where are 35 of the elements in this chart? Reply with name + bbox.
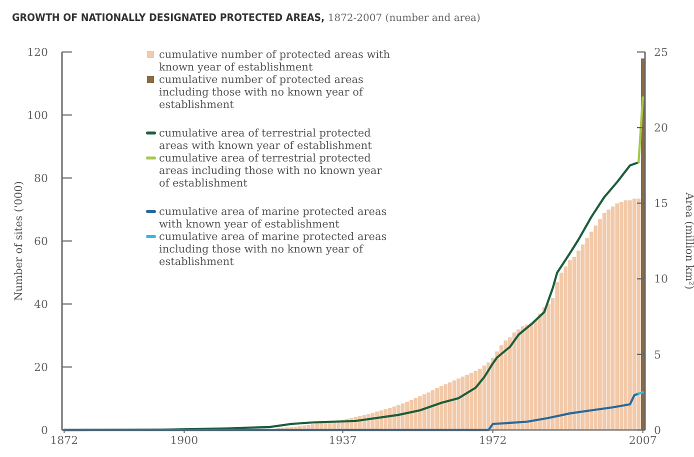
x-tick-label: 2007 (628, 434, 657, 447)
bar (524, 324, 530, 430)
bar (464, 374, 470, 430)
bar (456, 378, 461, 430)
bar (614, 203, 620, 430)
y-tick-label: 80 (34, 172, 48, 185)
line-series (63, 392, 640, 432)
bar (516, 329, 521, 430)
legend-label: cumulative area of terrestrial protected areas including those with no known year of establishment (159, 152, 383, 190)
chart-title: GROWTH OF NATIONALLY DESIGNATED PROTECTED AREAS, (12, 12, 325, 24)
x-tick-label: 1937 (328, 434, 357, 447)
chart-subtitle: 1872-2007 (number and area) (324, 13, 480, 24)
y-tick-label: 120 (27, 46, 48, 59)
legend-label: cumulative area of marine protected areas including those with no known year of establishment (159, 231, 387, 268)
y2-tick-label: 25 (654, 46, 668, 59)
y-tick-label: 60 (34, 234, 48, 248)
bar (473, 370, 478, 430)
y-tick-label: 100 (27, 108, 48, 122)
y2-tick-label: 5 (654, 348, 661, 362)
y2-tick-label: 15 (654, 197, 668, 210)
legend-label: cumulative number of protected areas including those with no known year of establishment (159, 74, 364, 111)
x-tick-label: 1972 (478, 434, 507, 447)
x-tick-label: 1900 (170, 434, 198, 447)
bar (623, 200, 628, 430)
y-tick-label: 0 (41, 424, 48, 437)
y-axis-title: Number of sites ('000) (13, 181, 25, 301)
x-tick-label: 1872 (50, 434, 78, 447)
y2-tick-label: 20 (654, 121, 668, 134)
y2-tick-label: 0 (654, 424, 661, 437)
bar (606, 209, 611, 430)
y2-tick-label: 10 (654, 272, 668, 286)
y-tick-label: 40 (34, 298, 48, 311)
bar (503, 340, 508, 430)
y2-axis-title: Area (million km²) (683, 192, 694, 290)
y-tick-label: 20 (34, 360, 48, 374)
